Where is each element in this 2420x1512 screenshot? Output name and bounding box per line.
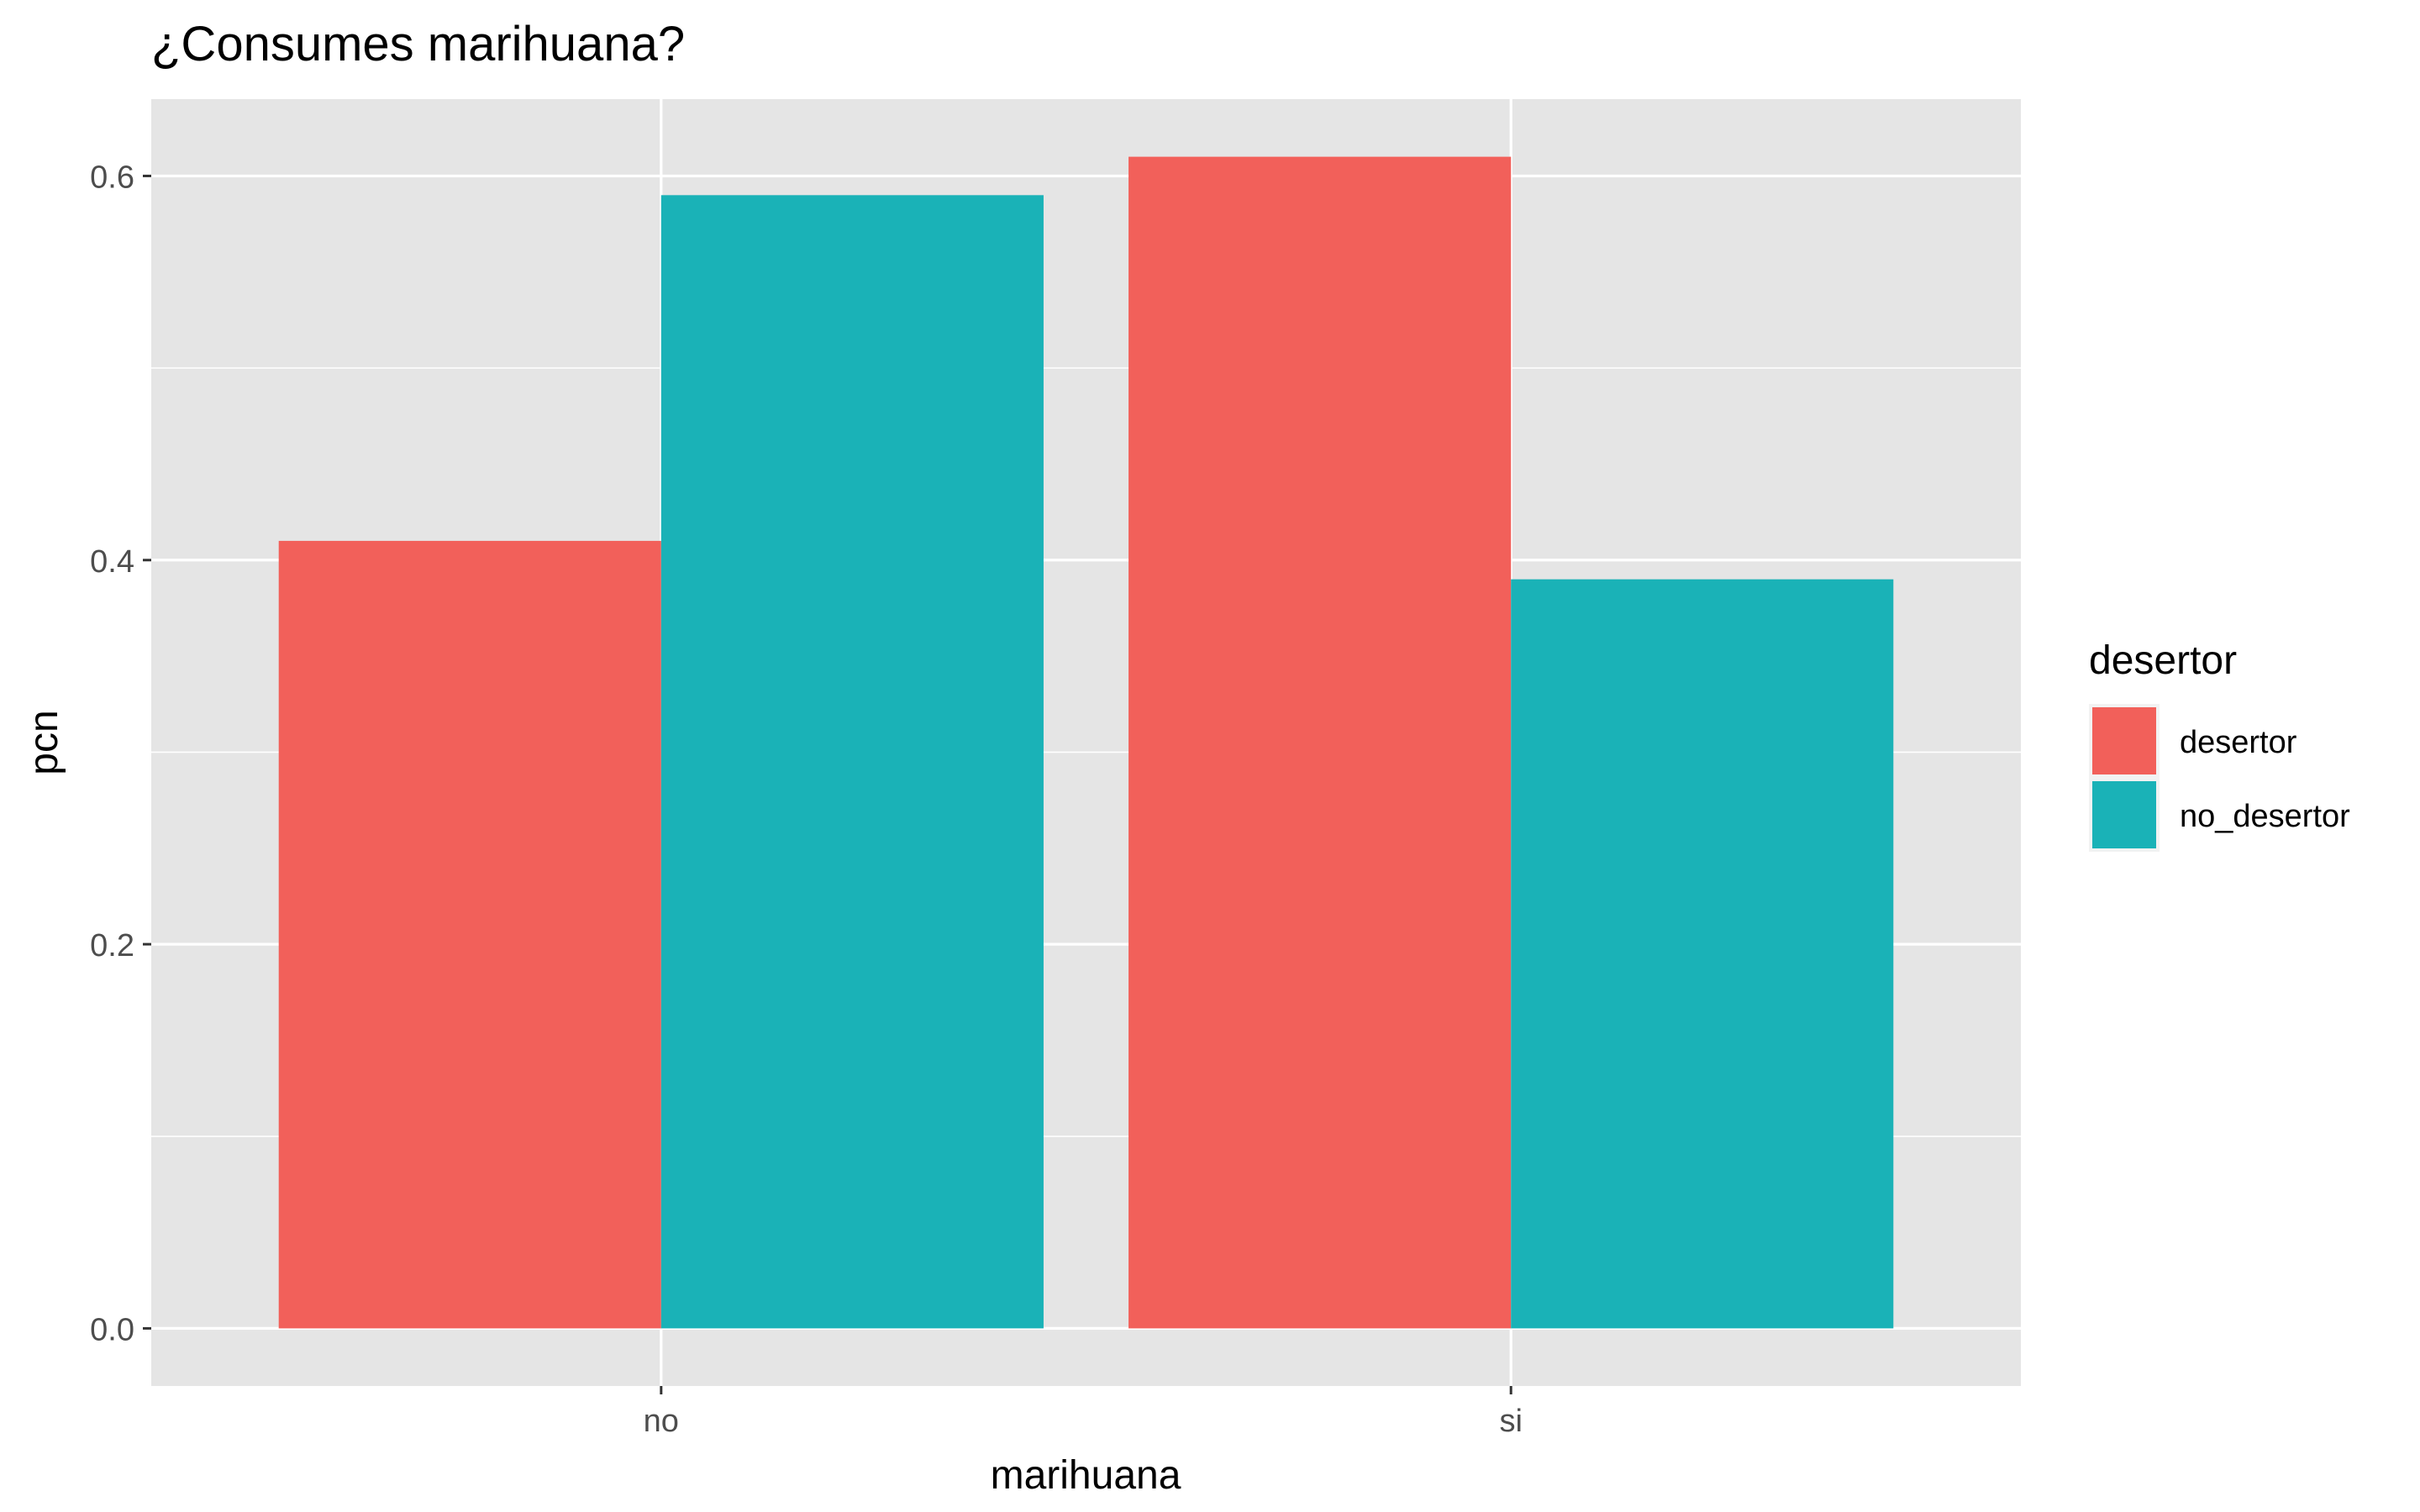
x-tick-label: si [1499, 1404, 1522, 1439]
y-axis-title: pcn [22, 710, 66, 774]
legend-label-no_desertor: no_desertor [2180, 799, 2350, 834]
legend: desertor desertor no_desertor [2089, 638, 2350, 852]
bars [278, 156, 1894, 1329]
legend-title: desertor [2089, 638, 2237, 683]
axes: 0.0 0.2 0.4 0.6 no si [90, 160, 1523, 1439]
x-tick-label: no [644, 1404, 679, 1439]
x-axis-title: marihuana [991, 1453, 1181, 1498]
chart-title: ¿Consumes marihuana? [151, 17, 685, 71]
y-tick-label: 0.0 [90, 1312, 134, 1347]
y-tick-label: 0.4 [90, 544, 134, 580]
bar-desertor-si [1128, 156, 1512, 1329]
bar-desertor-no [278, 540, 661, 1329]
legend-swatch-no_desertor [2092, 781, 2156, 848]
legend-swatch-desertor [2092, 707, 2156, 774]
bar-no_desertor-no [660, 195, 1044, 1329]
y-tick-label: 0.2 [90, 928, 134, 963]
bar-no_desertor-si [1511, 579, 1894, 1329]
y-tick-label: 0.6 [90, 160, 134, 195]
legend-label-desertor: desertor [2180, 725, 2297, 760]
